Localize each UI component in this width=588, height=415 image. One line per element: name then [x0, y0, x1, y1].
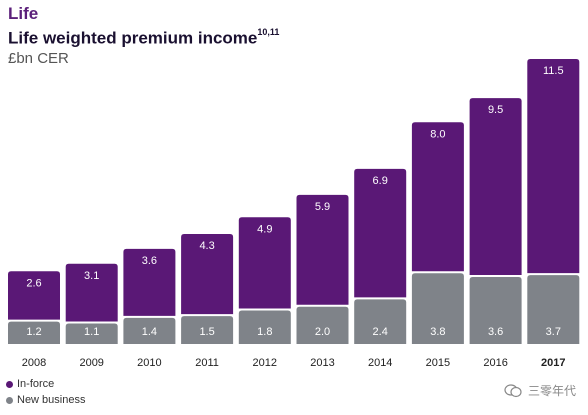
- bar-newbusiness-2009: [65, 323, 118, 344]
- bar-newbusiness-2015: [411, 273, 464, 344]
- bar-inforce-2017: [527, 59, 580, 274]
- bar-inforce-2008: [8, 271, 60, 320]
- bar-inforce-2010: [123, 248, 176, 316]
- legend-item-inforce: In-force: [6, 376, 85, 392]
- x-tick-label-2015: 2015: [426, 357, 450, 369]
- bar-newbusiness-2011: [181, 316, 234, 344]
- chart-title: Life weighted premium income10,11: [8, 24, 279, 49]
- x-tick-label-2012: 2012: [253, 357, 277, 369]
- watermark-text: 三零年代: [527, 384, 576, 398]
- bar-newbusiness-2012: [238, 310, 291, 344]
- legend-swatch-newbiz: [6, 396, 13, 404]
- label-newbusiness-2013: 2.0: [315, 326, 330, 338]
- label-inforce-2010: 3.6: [142, 255, 157, 267]
- bar-newbusiness-2014: [354, 299, 407, 344]
- x-tick-label-2016: 2016: [483, 357, 507, 369]
- label-newbusiness-2016: 3.6: [488, 326, 503, 338]
- legend-item-newbiz: New business: [6, 392, 85, 408]
- x-tick-label-2011: 2011: [195, 357, 219, 369]
- label-inforce-2015: 8.0: [430, 128, 445, 140]
- label-inforce-2008: 2.6: [26, 277, 41, 289]
- label-inforce-2013: 5.9: [315, 201, 330, 213]
- chart-title-text: Life weighted premium income: [8, 28, 258, 48]
- label-inforce-2009: 3.1: [84, 270, 99, 282]
- bar-newbusiness-2016: [469, 276, 522, 344]
- bar-newbusiness-2008: [8, 321, 60, 344]
- chart-header: Life Life weighted premium income10,11 £…: [8, 4, 279, 68]
- x-tick-label-2017: 2017: [541, 357, 565, 369]
- label-newbusiness-2017: 3.7: [546, 326, 561, 338]
- chart-legend: In-force New business: [6, 376, 85, 408]
- label-inforce-2016: 9.5: [488, 104, 503, 116]
- x-tick-label-2009: 2009: [79, 357, 103, 369]
- bar-inforce-2014: [354, 168, 407, 298]
- bar-inforce-2012: [238, 217, 291, 309]
- unit-subtitle: £bn CER: [8, 49, 69, 67]
- bar-inforce-2015: [411, 122, 464, 272]
- bar-inforce-2009: [65, 263, 118, 322]
- legend-swatch-inforce: [6, 380, 13, 388]
- legend-label-newbiz: New business: [17, 394, 86, 406]
- x-tick-label-2010: 2010: [137, 357, 161, 369]
- label-newbusiness-2015: 3.8: [430, 326, 445, 338]
- bar-newbusiness-2013: [296, 306, 349, 344]
- label-newbusiness-2009: 1.1: [84, 326, 99, 338]
- label-inforce-2011: 4.3: [199, 240, 214, 252]
- x-tick-label-2008: 2008: [22, 357, 46, 369]
- label-inforce-2017: 11.5: [543, 65, 564, 77]
- label-newbusiness-2008: 1.2: [26, 326, 41, 338]
- bar-newbusiness-2010: [123, 317, 176, 344]
- label-newbusiness-2011: 1.5: [199, 326, 214, 338]
- label-inforce-2014: 6.9: [373, 175, 388, 187]
- title-footnote: 10,11: [257, 27, 280, 37]
- label-newbusiness-2014: 2.4: [373, 326, 388, 338]
- label-inforce-2012: 4.9: [257, 223, 272, 235]
- bar-newbusiness-2017: [527, 275, 580, 344]
- label-newbusiness-2010: 1.4: [142, 326, 157, 338]
- legend-label-inforce: In-force: [17, 378, 55, 390]
- chat-bubbles-icon: [504, 383, 522, 397]
- watermark: 三零年代: [504, 382, 576, 399]
- bar-inforce-2011: [181, 234, 234, 315]
- x-tick-label-2013: 2013: [310, 357, 334, 369]
- bar-inforce-2013: [296, 194, 349, 305]
- label-newbusiness-2012: 1.8: [257, 326, 272, 338]
- bar-inforce-2016: [469, 98, 522, 275]
- section-title: Life: [8, 4, 39, 23]
- x-tick-label-2014: 2014: [368, 357, 392, 369]
